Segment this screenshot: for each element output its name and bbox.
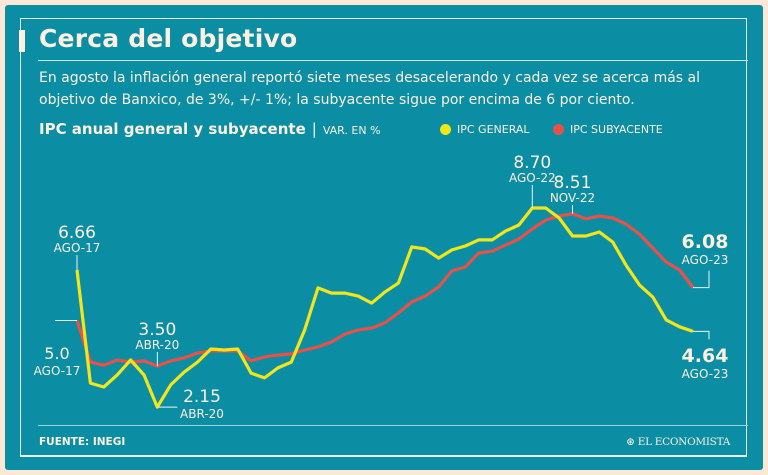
title-divider <box>38 60 748 61</box>
annotation-value: 2.15 <box>183 387 221 407</box>
annotation-leader <box>693 270 710 289</box>
chart-title: IPC anual general y subyacente <box>39 120 306 138</box>
subtitle: En agosto la inflación general reportó s… <box>39 70 701 108</box>
annotation-value: 6.66 <box>58 223 96 243</box>
legend-swatch-general <box>440 124 451 135</box>
annotation-value: 8.51 <box>554 173 592 193</box>
legend-label-subyacente: IPC SUBYACENTE <box>570 123 663 136</box>
annotation-date: AGO-17 <box>54 241 101 255</box>
legend-item-subyacente: IPC SUBYACENTE <box>553 123 663 136</box>
heading-separator: | <box>311 120 317 138</box>
page-title: Cerca del objetivo <box>39 24 298 53</box>
annotation-date: AGO-23 <box>682 253 729 267</box>
annotation-value: 5.0 <box>44 344 69 363</box>
brand-name: EL ECONOMISTA <box>637 436 731 448</box>
annotation-date: AGO-17 <box>34 364 81 378</box>
annotation-date: AGO-23 <box>682 367 729 381</box>
annotation-value: 3.50 <box>138 320 176 340</box>
inner-frame <box>20 18 747 457</box>
legend-label-general: IPC GENERAL <box>457 123 530 136</box>
source-note: FUENTE: INEGI <box>39 436 126 448</box>
legend-swatch-subyacente <box>553 124 564 135</box>
annotation-date: ABR-20 <box>180 407 224 421</box>
series-line-general <box>75 206 694 409</box>
legend-item-general: IPC GENERAL <box>440 123 530 136</box>
annotation-date: ABR-20 <box>135 338 179 352</box>
chart-unit: VAR. EN % <box>322 124 381 137</box>
annotation-value: 4.64 <box>682 345 729 367</box>
brand-logo: ⊛ EL ECONOMISTA <box>626 436 730 448</box>
annotation-date: AGO-22 <box>509 171 556 185</box>
annotation-value: 8.70 <box>513 153 551 173</box>
infographic-panel <box>5 5 763 470</box>
title-accent-bar <box>19 30 25 52</box>
annotation-leader <box>693 330 710 340</box>
chart-heading: IPC anual general y subyacente | VAR. EN % <box>39 120 381 138</box>
annotation-date: NOV-22 <box>550 191 595 205</box>
footer-divider <box>38 425 748 426</box>
annotation-value: 6.08 <box>682 231 729 253</box>
